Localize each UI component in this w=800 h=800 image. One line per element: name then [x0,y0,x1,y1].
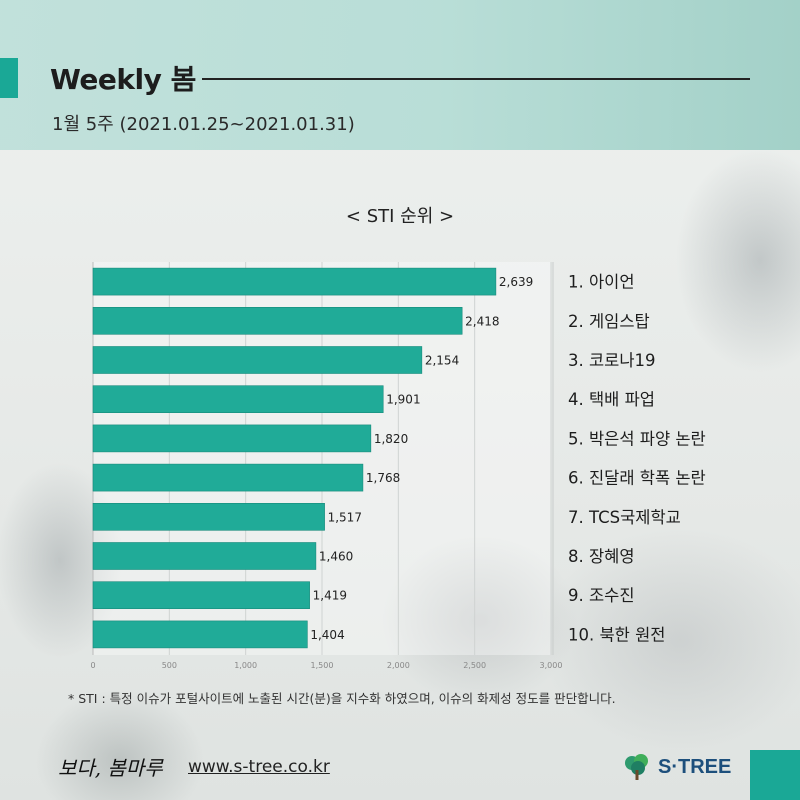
bar [92,502,325,531]
bar [92,581,310,610]
bar-value-label: 2,418 [465,314,499,328]
bar [92,346,423,374]
bar-value-label: 1,768 [366,471,400,485]
tree-icon [625,754,648,780]
bar [92,463,364,492]
bar [92,620,308,649]
website-link[interactable]: www.s-tree.co.kr [188,757,330,777]
category-label: 5. 박은석 파양 논란 [568,429,706,448]
bar-value-label: 2,639 [499,275,533,289]
bar-value-label: 1,419 [313,589,347,603]
page-subtitle: 1월 5주 (2021.01.25~2021.01.31) [52,114,355,135]
category-label: 8. 장혜영 [568,547,635,566]
chart-title: < STI 순위 > [345,206,455,227]
bar-value-label: 1,517 [328,510,362,524]
footnote: * STI : 특정 이슈가 포털사이트에 노출된 시간(분)을 지수화 하였으… [68,691,616,706]
x-tick-label: 1,000 [234,661,257,670]
category-label: 10. 북한 원전 [568,625,665,644]
bar-value-label: 1,820 [374,432,408,446]
bar [92,267,497,296]
title-divider [202,78,750,80]
category-label: 1. 아이언 [568,273,635,292]
bar [92,424,372,453]
category-label: 3. 코로나19 [568,351,656,370]
bar-value-label: 1,460 [319,550,353,564]
bar-value-label: 1,404 [310,628,344,642]
x-tick-label: 0 [90,661,95,670]
page-title: Weekly 봄 [50,63,196,96]
bar-value-label: 1,901 [386,393,420,407]
bar [92,542,317,570]
bar [92,385,384,414]
category-label: 9. 조수진 [568,586,635,605]
x-tick-label: 2,000 [387,661,410,670]
corner-accent [750,750,800,800]
x-tick-label: 500 [162,661,177,670]
category-label: 4. 택배 파업 [568,390,655,409]
stree-logo-text: S·TREE [658,755,732,778]
x-tick-label: 1,500 [311,661,334,670]
header-accent-bar [0,58,18,98]
category-label: 2. 게임스탑 [568,312,650,331]
brand-logo: 보다, 봄마루 [58,756,163,780]
bar [92,306,463,335]
bar-value-label: 2,154 [425,354,459,368]
stree-logo: S·TREE [622,752,731,782]
header-band [0,0,800,150]
category-label: 6. 진달래 학폭 논란 [568,469,706,488]
category-label: 7. TCS국제학교 [568,508,681,527]
x-tick-label: 2,500 [463,661,486,670]
x-tick-label: 3,000 [540,661,563,670]
